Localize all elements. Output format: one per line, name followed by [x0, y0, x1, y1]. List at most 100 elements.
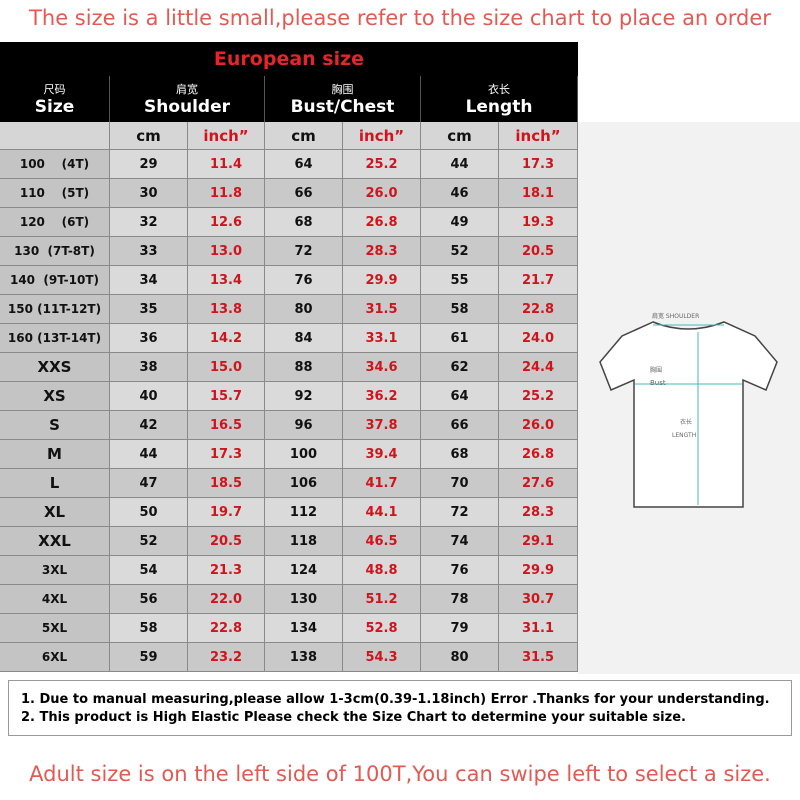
size-value: 33.1	[343, 324, 421, 353]
size-value: 76	[265, 266, 343, 295]
size-value: 70	[421, 469, 499, 498]
size-value: 25.2	[343, 150, 421, 179]
column-header: 尺码 Size	[0, 76, 110, 122]
size-value: 44	[110, 440, 188, 469]
size-value: 26.0	[499, 411, 578, 440]
size-value: 76	[421, 556, 499, 585]
length-zh-label: 衣长	[680, 418, 692, 426]
bottom-note: Adult size is on the left side of 100T,Y…	[29, 762, 771, 786]
size-value: 68	[421, 440, 499, 469]
size-value: 26.8	[343, 208, 421, 237]
column-header-zh: 衣长	[488, 83, 510, 96]
size-label: XS	[0, 382, 110, 411]
size-value: 23.2	[188, 643, 265, 672]
size-value: 64	[265, 150, 343, 179]
size-value: 52	[421, 237, 499, 266]
size-value: 54.3	[343, 643, 421, 672]
size-value: 18.1	[499, 179, 578, 208]
size-value: 40	[110, 382, 188, 411]
size-value: 13.8	[188, 295, 265, 324]
size-value: 52.8	[343, 614, 421, 643]
size-label: XXL	[0, 527, 110, 556]
size-value: 138	[265, 643, 343, 672]
size-label: 110 (5T)	[0, 179, 110, 208]
size-value: 68	[265, 208, 343, 237]
size-value: 14.2	[188, 324, 265, 353]
size-value: 50	[110, 498, 188, 527]
size-value: 34	[110, 266, 188, 295]
column-header-zh: 胸围	[331, 83, 354, 96]
size-value: 17.3	[188, 440, 265, 469]
table-title: European size	[0, 42, 578, 76]
size-label: 3XL	[0, 556, 110, 585]
column-header: 衣长 Length	[421, 76, 578, 122]
size-value: 72	[421, 498, 499, 527]
size-value: 36	[110, 324, 188, 353]
size-value: 38	[110, 353, 188, 382]
size-label: 4XL	[0, 585, 110, 614]
size-value: 36.2	[343, 382, 421, 411]
size-value: 130	[265, 585, 343, 614]
size-value: 22.8	[188, 614, 265, 643]
top-note: The size is a little small,please refer …	[29, 6, 771, 30]
size-value: 37.8	[343, 411, 421, 440]
size-value: 92	[265, 382, 343, 411]
size-value: 80	[421, 643, 499, 672]
size-value: 22.8	[499, 295, 578, 324]
size-label: 150 (11T-12T)	[0, 295, 110, 324]
size-value: 88	[265, 353, 343, 382]
size-value: 55	[421, 266, 499, 295]
bust-zh-label: 胸围	[650, 366, 662, 374]
size-value: 30	[110, 179, 188, 208]
size-value: 80	[265, 295, 343, 324]
size-value: 11.8	[188, 179, 265, 208]
column-header: 胸围 Bust/Chest	[265, 76, 421, 122]
size-value: 11.4	[188, 150, 265, 179]
size-label: 130 (7T-8T)	[0, 237, 110, 266]
size-value: 78	[421, 585, 499, 614]
size-value: 27.6	[499, 469, 578, 498]
size-value: 52	[110, 527, 188, 556]
size-value: 124	[265, 556, 343, 585]
size-value: 100	[265, 440, 343, 469]
size-label: L	[0, 469, 110, 498]
size-value: 29.1	[499, 527, 578, 556]
size-value: 16.5	[188, 411, 265, 440]
size-label: 5XL	[0, 614, 110, 643]
size-value: 19.7	[188, 498, 265, 527]
size-value: 134	[265, 614, 343, 643]
column-header: 肩宽 Shoulder	[110, 76, 265, 122]
size-value: 61	[421, 324, 499, 353]
size-label: S	[0, 411, 110, 440]
size-value: 20.5	[499, 237, 578, 266]
size-value: 96	[265, 411, 343, 440]
size-value: 35	[110, 295, 188, 324]
size-value: 47	[110, 469, 188, 498]
size-value: 62	[421, 353, 499, 382]
size-value: 46.5	[343, 527, 421, 556]
size-value: 84	[265, 324, 343, 353]
size-value: 58	[421, 295, 499, 324]
unit-label: inch”	[188, 122, 265, 150]
column-header-zh: 尺码	[43, 83, 66, 96]
size-label: 140 (9T-10T)	[0, 266, 110, 295]
size-value: 25.2	[499, 382, 578, 411]
size-value: 59	[110, 643, 188, 672]
size-value: 30.7	[499, 585, 578, 614]
size-label: 100 (4T)	[0, 150, 110, 179]
size-value: 41.7	[343, 469, 421, 498]
size-value: 72	[265, 237, 343, 266]
size-value: 12.6	[188, 208, 265, 237]
size-value: 54	[110, 556, 188, 585]
unit-cell	[0, 122, 110, 150]
size-value: 29.9	[343, 266, 421, 295]
note-line: 2. This product is High Elastic Please c…	[21, 710, 686, 725]
size-value: 64	[421, 382, 499, 411]
size-value: 29.9	[499, 556, 578, 585]
length-label: LENGTH	[672, 432, 696, 439]
size-value: 28.3	[499, 498, 578, 527]
tshirt-outline	[599, 321, 778, 508]
size-value: 31.5	[343, 295, 421, 324]
size-value: 112	[265, 498, 343, 527]
size-value: 21.7	[499, 266, 578, 295]
